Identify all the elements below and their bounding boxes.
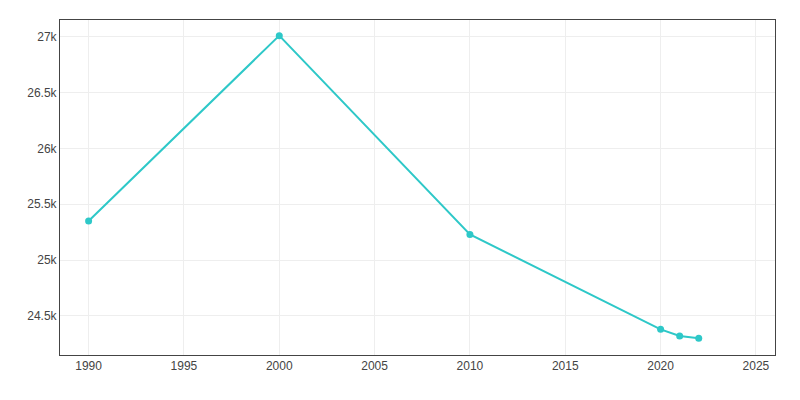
svg-text:27k: 27k xyxy=(37,30,57,44)
svg-text:25.5k: 25.5k xyxy=(27,197,57,211)
svg-text:2015: 2015 xyxy=(552,359,579,373)
svg-text:26.5k: 26.5k xyxy=(27,86,57,100)
svg-text:24.5k: 24.5k xyxy=(27,309,57,323)
svg-text:2000: 2000 xyxy=(266,359,293,373)
svg-text:2025: 2025 xyxy=(743,359,770,373)
svg-text:26k: 26k xyxy=(37,142,57,156)
svg-text:2010: 2010 xyxy=(457,359,484,373)
svg-text:1995: 1995 xyxy=(171,359,198,373)
svg-text:1990: 1990 xyxy=(75,359,102,373)
svg-text:2005: 2005 xyxy=(361,359,388,373)
svg-text:2020: 2020 xyxy=(647,359,674,373)
svg-text:25k: 25k xyxy=(37,253,57,267)
